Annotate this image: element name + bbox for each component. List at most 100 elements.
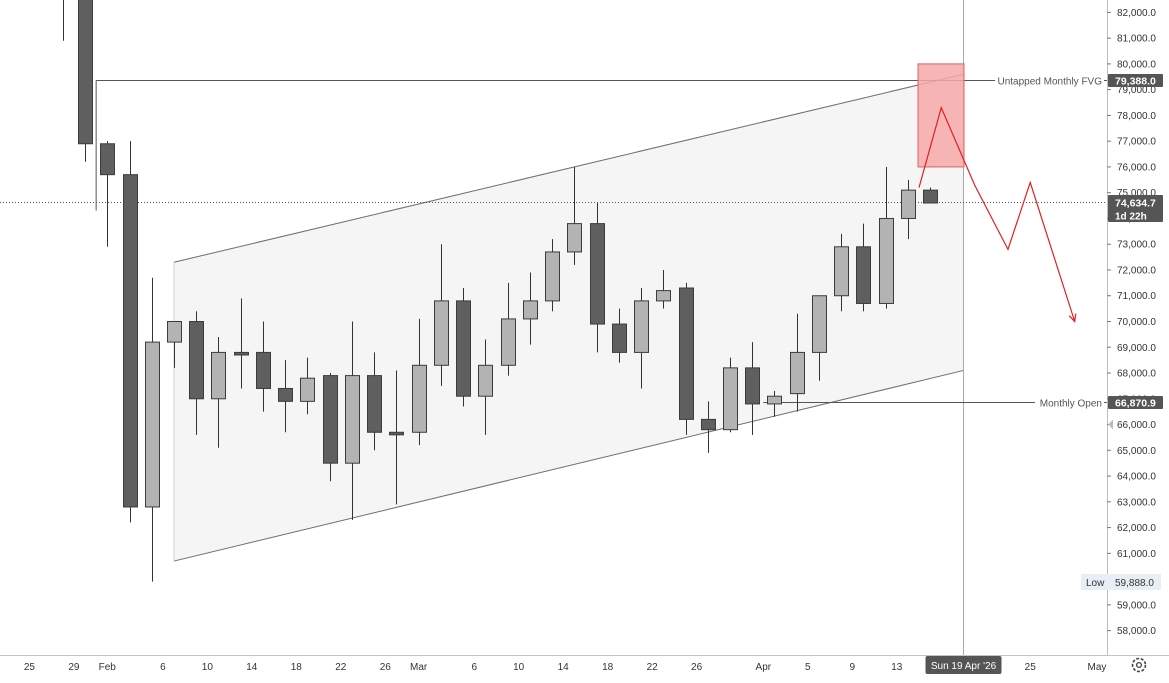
x-tick-label: 14 xyxy=(558,662,570,673)
x-tick-label: 26 xyxy=(380,662,392,673)
candle-18[interactable] xyxy=(456,288,471,407)
candle-39[interactable] xyxy=(923,187,938,204)
time-axis[interactable]: 25 29 Feb 6 10 14 18 22 26 Mar 6 10 14 18 22 26 Apr 5 9 13 2… xyxy=(0,655,1169,678)
candle-body xyxy=(323,375,338,464)
y-tick-label: 72,000.0 xyxy=(1117,265,1156,276)
candle-27[interactable] xyxy=(656,269,671,309)
candle-7[interactable] xyxy=(211,336,226,448)
y-tick-label: 65,000.0 xyxy=(1117,446,1156,457)
candle-37[interactable] xyxy=(879,166,894,309)
candle-35[interactable] xyxy=(834,233,849,312)
candle-body xyxy=(278,387,293,402)
candle-19[interactable] xyxy=(478,339,493,435)
candle-body xyxy=(78,0,93,145)
x-tick-label: 18 xyxy=(291,662,303,673)
candle-17[interactable] xyxy=(434,244,449,386)
monthly-open-price-badge-bg xyxy=(1108,396,1163,409)
candle-6[interactable] xyxy=(189,311,204,435)
candle-body xyxy=(300,377,315,402)
candle-body xyxy=(234,351,249,356)
candle-23[interactable] xyxy=(567,166,582,265)
y-tick-label: 81,000.0 xyxy=(1117,34,1156,45)
candle-body xyxy=(856,246,871,304)
current-price-badge[interactable]: 74,634.7 1d 22h xyxy=(1108,195,1163,223)
candle-body xyxy=(923,189,938,204)
candle-24[interactable] xyxy=(590,203,605,353)
candle-29[interactable] xyxy=(701,401,716,453)
candle-3[interactable] xyxy=(123,141,138,523)
candle-14[interactable] xyxy=(367,352,382,451)
candle-body xyxy=(501,318,516,366)
candle-36[interactable] xyxy=(856,223,871,312)
low-marker[interactable]: Low 59,888.0 xyxy=(1081,573,1161,590)
candle-10[interactable] xyxy=(278,360,293,433)
candle-4[interactable] xyxy=(145,277,160,582)
gear-icon-hub xyxy=(1135,661,1143,669)
level-monthly-open[interactable]: Monthly Open xyxy=(763,399,1107,410)
level-name: Untapped Monthly FVG xyxy=(998,77,1103,88)
x-tick-label: 29 xyxy=(68,662,80,673)
current-price-badge-bg xyxy=(1108,195,1163,222)
candle-31[interactable] xyxy=(745,342,760,435)
monthly-open-price-badge[interactable]: 66,870.9 xyxy=(1108,396,1163,410)
candle-body xyxy=(523,300,538,320)
candle-20[interactable] xyxy=(501,282,516,376)
candle-22[interactable] xyxy=(545,239,560,312)
gear-icon[interactable] xyxy=(1131,657,1147,673)
candle-30[interactable] xyxy=(723,357,738,433)
monthly-open-price-badge-text: 66,870.9 xyxy=(1115,398,1156,410)
channel-layer xyxy=(173,73,964,562)
candle-15[interactable] xyxy=(389,370,404,505)
projection-path[interactable] xyxy=(918,105,1076,322)
channel-fill xyxy=(173,74,964,562)
level-untapped-monthly-fvg[interactable]: Untapped Monthly FVG xyxy=(95,77,1107,211)
candle-34[interactable] xyxy=(812,295,827,381)
candle-13[interactable] xyxy=(345,321,360,520)
x-tick-label: 6 xyxy=(160,662,166,673)
price-axis[interactable]: 58,000.059,000.060,000.061,000.062,000.0… xyxy=(1107,0,1169,678)
candle-26[interactable] xyxy=(634,288,649,389)
candle-32[interactable] xyxy=(767,391,782,417)
candle-9[interactable] xyxy=(256,321,271,412)
y-tick-label: 62,000.0 xyxy=(1117,523,1156,534)
x-tick-label: 10 xyxy=(202,662,214,673)
axis-labels-layer: 79,388.0 66,870.9 74,634.7 1d 22h Low 59,888.… xyxy=(925,74,1163,674)
crosshair-date-bg xyxy=(925,656,1002,674)
candle-33[interactable] xyxy=(790,313,805,412)
candle-body xyxy=(389,431,404,436)
candle-body xyxy=(434,300,449,366)
candle-38[interactable] xyxy=(901,179,916,240)
channel-upper-line[interactable] xyxy=(173,73,964,263)
crosshair-date-text: Sun 19 Apr '26 xyxy=(931,661,997,672)
candle-body xyxy=(478,364,493,397)
fvg-price-badge[interactable]: 79,388.0 xyxy=(1108,74,1163,88)
candle-25[interactable] xyxy=(612,308,627,363)
y-tick-label: 80,000.0 xyxy=(1117,59,1156,70)
candle-12[interactable] xyxy=(323,373,338,482)
y-tick-label: 71,000.0 xyxy=(1117,291,1156,302)
fvg-box[interactable] xyxy=(917,63,965,168)
candle-11[interactable] xyxy=(300,357,315,415)
low-marker-value: 59,888.0 xyxy=(1115,578,1154,589)
candle-28[interactable] xyxy=(679,282,694,435)
candle-8[interactable] xyxy=(234,298,249,389)
candle-1[interactable] xyxy=(78,0,93,162)
axis-marker-arrow xyxy=(1108,419,1113,430)
candle-body xyxy=(367,375,382,433)
candle-body xyxy=(834,246,849,297)
candle-21[interactable] xyxy=(523,272,538,345)
candle-16[interactable] xyxy=(412,318,427,446)
candle-body xyxy=(701,418,716,431)
settings-button[interactable] xyxy=(1131,657,1147,673)
x-tick-label: 22 xyxy=(647,662,659,673)
candle-0[interactable] xyxy=(57,0,71,41)
y-tick-label: 68,000.0 xyxy=(1117,369,1156,380)
candle-5[interactable] xyxy=(167,321,182,368)
candle-2[interactable] xyxy=(100,141,115,247)
y-tick-label: 61,000.0 xyxy=(1117,549,1156,560)
projection-arrowhead xyxy=(1068,313,1077,323)
y-tick-label: 78,000.0 xyxy=(1117,111,1156,122)
x-tick-label: 6 xyxy=(471,662,477,673)
